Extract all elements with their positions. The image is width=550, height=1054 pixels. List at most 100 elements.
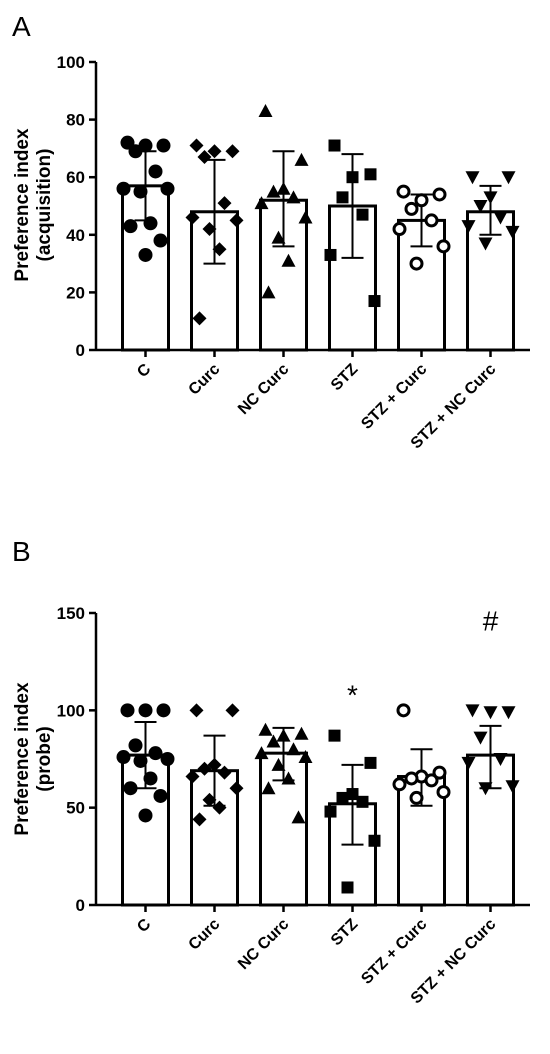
data-point [156, 138, 171, 153]
data-point [356, 795, 369, 808]
data-point [197, 761, 212, 776]
data-point [202, 222, 217, 237]
data-point [207, 144, 222, 159]
data-point [356, 208, 369, 221]
data-point [128, 738, 143, 753]
data-point [478, 237, 493, 251]
data-point [116, 750, 131, 765]
data-point [254, 196, 269, 210]
data-point [461, 220, 476, 234]
data-point [336, 191, 349, 204]
y-tick-label: 40 [66, 226, 85, 245]
data-point [409, 256, 424, 271]
data-point [229, 781, 244, 796]
data-point [478, 782, 493, 796]
x-category-label: STZ [328, 916, 362, 950]
data-point [505, 780, 520, 794]
data-point [396, 184, 411, 199]
data-point [298, 210, 313, 224]
data-point [298, 750, 313, 764]
data-point [392, 222, 407, 237]
data-point [133, 184, 148, 199]
data-point [120, 703, 135, 718]
data-point [461, 756, 476, 770]
chart-b-svg: B Preference index(probe) 0 50 100 150 C Curc NC… [12, 536, 530, 1007]
data-point [217, 765, 232, 780]
data-point [261, 781, 276, 795]
x-category-label: Curc [186, 916, 224, 954]
data-point [294, 152, 309, 166]
data-point [493, 211, 508, 225]
data-point [328, 139, 341, 152]
data-point [212, 242, 227, 257]
data-point [123, 219, 138, 234]
data-point [202, 792, 217, 807]
data-point [156, 703, 171, 718]
data-point [396, 703, 411, 718]
data-point [324, 805, 337, 818]
data-point [483, 706, 498, 720]
data-point [258, 722, 273, 736]
data-point [493, 753, 508, 766]
data-point [409, 790, 424, 805]
data-point [143, 771, 158, 786]
data-point [197, 150, 212, 165]
data-point [258, 103, 273, 117]
data-point [217, 196, 232, 211]
y-axis-label-line: (acquisition) [34, 149, 55, 262]
data-point [501, 706, 516, 720]
data-point [328, 729, 341, 742]
panel-label: A [12, 11, 31, 42]
data-point [133, 753, 148, 768]
data-point [266, 184, 281, 198]
data-point [229, 213, 244, 228]
data-point [436, 239, 451, 254]
x-category-label: C [134, 915, 155, 936]
panel-a: A Preference index(acquisition) 0 20 40 60 80 1… [0, 0, 550, 525]
data-point [271, 230, 286, 244]
data-point [192, 812, 207, 827]
x-category-label: STZ + Curc [358, 916, 430, 988]
data-point [436, 785, 451, 800]
data-point [294, 726, 309, 740]
y-axis-label: Preference index(acquisition) [12, 128, 55, 282]
data-point [271, 757, 286, 771]
y-tick-label: 150 [57, 604, 85, 623]
y-tick-label: 20 [66, 283, 85, 302]
x-category-label: Curc [186, 361, 224, 399]
data-point [501, 171, 516, 185]
data-point [404, 201, 419, 216]
data-point [185, 210, 200, 225]
data-point [368, 834, 381, 847]
data-point [424, 213, 439, 228]
data-point [116, 181, 131, 196]
panel-b: B Preference index(probe) 0 50 100 150 C Curc NC… [0, 525, 550, 1049]
data-point [505, 225, 520, 239]
data-point [192, 311, 207, 326]
data-point [148, 164, 163, 179]
data-point [153, 233, 168, 248]
x-category-label: NC Curc [235, 916, 292, 973]
data-point [261, 285, 276, 299]
data-point [138, 808, 153, 823]
data-point [254, 746, 269, 760]
y-axis-label-line: Preference index [12, 682, 33, 836]
data-point [432, 765, 447, 780]
data-point [148, 746, 163, 761]
panel-label: B [12, 536, 31, 567]
data-point [336, 791, 349, 804]
data-point [364, 756, 377, 769]
data-point [324, 248, 337, 261]
y-tick-label: 100 [57, 701, 85, 720]
chart-a-svg: A Preference index(acquisition) 0 20 40 60 80 1… [12, 11, 530, 452]
y-tick-label: 50 [66, 799, 85, 818]
data-point [266, 734, 281, 748]
data-point [473, 731, 488, 745]
y-tick-label: 0 [76, 341, 85, 360]
data-point [404, 771, 419, 786]
y-axis-label-line: Preference index [12, 128, 33, 282]
data-point [212, 800, 227, 815]
data-point [185, 769, 200, 784]
data-point [368, 295, 381, 308]
data-point [286, 190, 301, 204]
